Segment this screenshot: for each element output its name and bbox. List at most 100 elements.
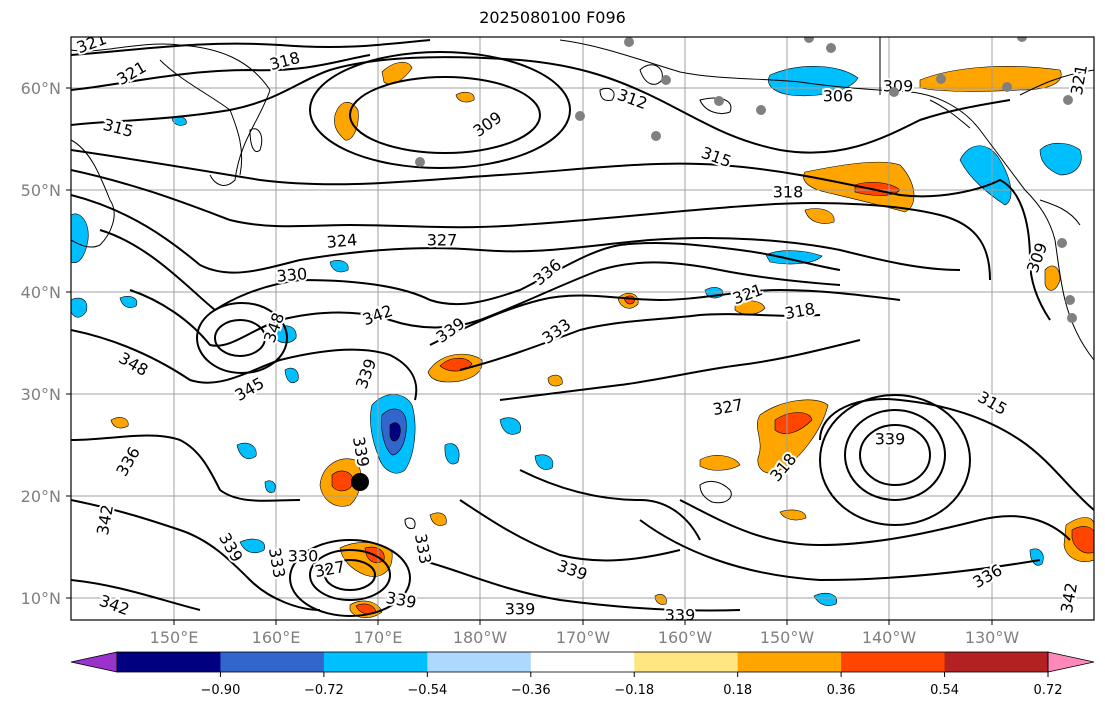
lat-tick-label: 50°N <box>21 181 61 200</box>
station-dot <box>1057 238 1067 248</box>
station-dot <box>575 111 585 121</box>
shade-negative <box>765 250 823 265</box>
station-dot <box>1002 82 1012 92</box>
storm-center-marker <box>351 473 369 491</box>
shading-layer <box>71 61 1094 619</box>
lon-tick-label: 150°E <box>150 628 199 647</box>
shade-strong-positive <box>1071 526 1094 554</box>
contour-label: 324 <box>326 230 358 252</box>
shade-negative <box>499 417 521 435</box>
colorbar-tick-label: −0.90 <box>201 683 241 698</box>
station-dot <box>661 75 671 85</box>
station-dot <box>756 105 766 115</box>
lat-tick-label: 20°N <box>21 487 61 506</box>
lon-tick-label: 160°W <box>658 628 713 647</box>
shade-positive <box>110 417 129 429</box>
shade-negative <box>236 442 257 459</box>
station-dot <box>415 157 425 167</box>
contour-label: 327 <box>427 231 458 250</box>
graticule <box>71 37 1094 620</box>
station-dot <box>1063 95 1073 105</box>
shade-positive <box>455 91 475 103</box>
lon-tick-label: 150°W <box>760 628 815 647</box>
shade-positive <box>334 102 359 141</box>
shade-negative <box>813 592 837 606</box>
colorbar-segment <box>220 652 325 672</box>
station-dot <box>624 37 634 47</box>
contour-label: 306 <box>823 87 854 106</box>
map-title: 2025080100 F096 <box>479 8 626 27</box>
contour-label: 339 <box>505 600 536 619</box>
station-dot <box>1017 37 1027 42</box>
latitude-labels: 60°N 50°N 40°N 30°N 20°N 10°N <box>21 79 61 608</box>
colorbar-segment <box>530 652 635 672</box>
shade-positive <box>804 208 835 224</box>
colorbar: −0.90 −0.72 −0.54 −0.36 −0.18 0.18 0.36 0.54 0.7… <box>70 651 1095 698</box>
shade-strong-positive <box>774 412 813 434</box>
colorbar-segment <box>323 652 428 672</box>
shade-positive <box>734 300 766 315</box>
station-dot <box>804 37 814 43</box>
colorbar-tick-label: −0.18 <box>614 683 654 698</box>
lat-tick-label: 10°N <box>21 589 61 608</box>
lon-tick-label: 140°W <box>862 628 917 647</box>
shade-very-strong-negative <box>389 422 401 442</box>
colorbar-segment <box>841 652 946 672</box>
contour-label: 330 <box>288 547 319 566</box>
contour-label: 339 <box>875 430 906 449</box>
shade-positive <box>547 374 563 387</box>
colorbar-segment <box>634 652 739 672</box>
contour-label: 339 <box>665 606 696 625</box>
colorbar-outline <box>116 651 1049 673</box>
contour-label: 318 <box>783 299 816 323</box>
colorbar-segment <box>427 652 532 672</box>
longitude-labels: 150°E 160°E 170°E 180°W 170°W 160°W 150°… <box>150 628 1020 647</box>
colorbar-tick-label: 0.36 <box>827 683 856 698</box>
colorbar-tick-label: 0.54 <box>930 683 959 698</box>
station-dot <box>714 96 724 106</box>
lat-tick-label: 40°N <box>21 283 61 302</box>
contour-label: 318 <box>773 183 804 202</box>
shade-positive <box>654 594 667 605</box>
shade-positive <box>1044 265 1061 291</box>
lat-tick-label: 30°N <box>21 385 61 404</box>
shade-positive <box>699 455 741 471</box>
colorbar-extend-high <box>1047 651 1095 673</box>
lon-tick-label: 170°W <box>556 628 611 647</box>
colorbar-segment <box>944 652 1049 672</box>
station-dot <box>826 43 836 53</box>
colorbar-segment <box>117 652 221 672</box>
colorbar-extend-low <box>70 651 118 673</box>
shade-negative <box>239 538 265 554</box>
lon-tick-label: 180°W <box>453 628 508 647</box>
shade-strong-positive <box>439 357 473 372</box>
lon-tick-label: 160°E <box>252 628 301 647</box>
station-dot <box>1065 295 1075 305</box>
contour-lines <box>71 39 1094 617</box>
station-dot <box>1067 313 1077 323</box>
shade-negative <box>71 297 88 318</box>
station-layer <box>415 37 1077 323</box>
colorbar-tick-label: 0.72 <box>1034 683 1063 698</box>
shade-negative <box>284 367 299 383</box>
shade-positive <box>919 66 1062 92</box>
colorbar-tick-label: −0.54 <box>407 683 447 698</box>
shade-negative <box>444 443 460 465</box>
colorbar-tick-label: −0.72 <box>304 683 344 698</box>
lon-tick-label: 130°W <box>965 628 1020 647</box>
axis-ticks <box>66 87 993 625</box>
shade-negative <box>71 213 89 263</box>
colorbar-segment <box>737 652 842 672</box>
contour-label: 330 <box>276 264 308 286</box>
colorbar-tick-label: −0.36 <box>511 683 551 698</box>
lat-tick-label: 60°N <box>21 79 61 98</box>
shade-negative <box>329 260 349 273</box>
shade-negative <box>119 296 138 308</box>
station-dot <box>936 74 946 84</box>
shade-negative <box>534 454 554 470</box>
shade-negative <box>264 480 276 493</box>
colorbar-tick-label: 0.18 <box>723 683 752 698</box>
station-dot <box>889 87 899 97</box>
